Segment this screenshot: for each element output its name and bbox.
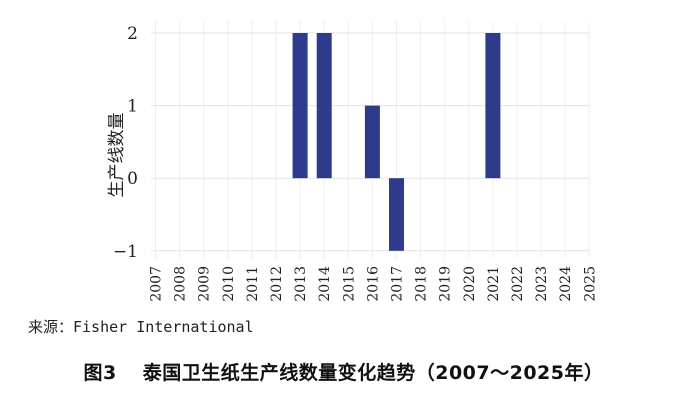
x-tick-label: 2010 [221, 266, 237, 302]
x-tick-label: 2019 [438, 266, 454, 302]
x-tick-label: 2020 [462, 266, 478, 302]
x-tick-labels: 2007 2008 2009 2010 2011 2012 2013 2014 2015 2016… [149, 266, 599, 302]
x-tick-label: 2023 [534, 266, 550, 302]
bars [292, 33, 501, 251]
x-tick-label: 2018 [414, 266, 430, 302]
x-tick-label: 2015 [341, 266, 357, 302]
x-tick-label: 2012 [269, 266, 285, 302]
x-tick-label: 2007 [149, 266, 165, 302]
x-tick-label: 2011 [245, 266, 261, 302]
bar-2014 [316, 33, 332, 179]
y-tick-labels: −1 0 1 2 [113, 24, 138, 262]
bar-2013 [292, 33, 308, 179]
y-axis-label: 生产线数量 [107, 113, 127, 198]
y-tick-label: 2 [127, 24, 138, 44]
x-tick-label: 2022 [510, 266, 526, 302]
source-note: 来源：Fisher International [28, 318, 254, 336]
x-tick-label: 2025 [582, 266, 598, 302]
x-tick-label: 2024 [558, 266, 574, 302]
figure-number: 图3 [83, 362, 117, 384]
bar-2021 [485, 33, 501, 179]
x-tick-label: 2014 [317, 266, 333, 302]
bar-2016 [364, 105, 380, 179]
y-tick-label: 1 [127, 97, 138, 117]
figure-title: 泰国卫生纸生产线数量变化趋势（2007～2025年） [142, 362, 604, 384]
x-tick-label: 2013 [293, 266, 309, 302]
y-tick-label: −1 [113, 242, 138, 262]
x-tick-label: 2017 [390, 266, 406, 302]
y-tick-label: 0 [127, 169, 138, 189]
x-tick-label: 2016 [365, 266, 381, 302]
x-tick-label: 2009 [197, 266, 213, 302]
bar-2017 [389, 178, 404, 251]
x-tick-label: 2008 [173, 266, 189, 302]
x-tick-label: 2021 [486, 266, 502, 302]
figure-caption: 图3 泰国卫生纸生产线数量变化趋势（2007～2025年） [0, 358, 687, 385]
